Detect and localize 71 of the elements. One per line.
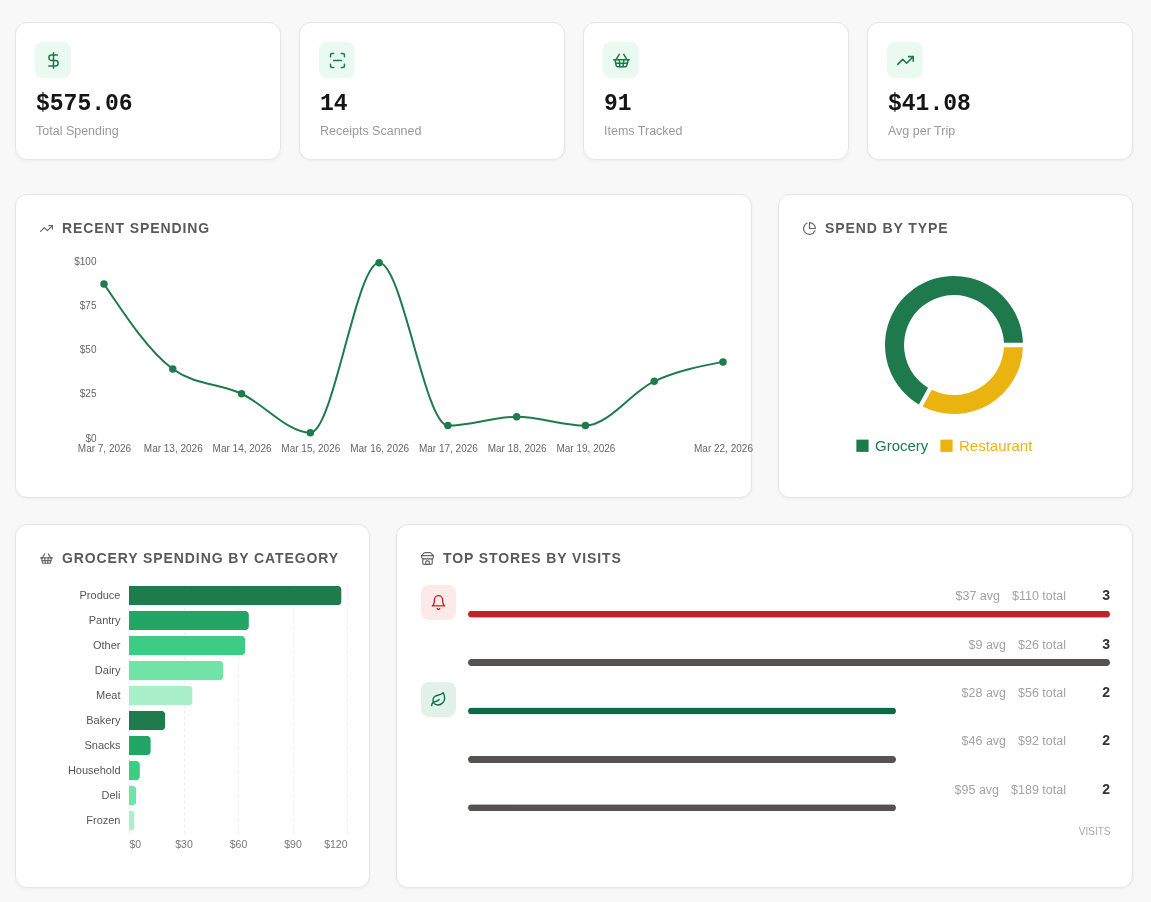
donut-slice — [922, 347, 1023, 414]
data-label: 2 — [1102, 732, 1111, 749]
y-tick-label: Dairy — [94, 663, 121, 676]
annotation: $56 total — [1018, 685, 1066, 701]
data-label: 2 — [1102, 780, 1111, 797]
text: Items Tracked — [604, 124, 683, 138]
x-tick-label: Mar 19, 2026 — [556, 442, 616, 454]
x-tick-label: Mar 22, 2026 — [694, 442, 754, 454]
annotation: $189 total — [1011, 781, 1066, 798]
y-tick-label: Deli — [101, 788, 121, 801]
y-tick-label: $50 — [79, 344, 97, 355]
annotation: $95 avg — [954, 781, 1000, 798]
point — [650, 377, 658, 386]
annotation: $26 total — [1018, 636, 1066, 653]
point — [237, 390, 246, 398]
x-tick-label: Mar 17, 2026 — [418, 442, 479, 454]
x-tick-label: Mar 14, 2026 — [212, 442, 272, 454]
data-label: 3 — [1102, 587, 1111, 604]
chart-title: TOP STORES BY VISITS — [443, 550, 622, 566]
x-tick-label: $90 — [284, 837, 302, 850]
donut-slice — [885, 276, 1023, 405]
chart-title: RECENT SPENDING — [62, 220, 211, 236]
point — [100, 280, 108, 288]
annotation: $46 avg — [961, 733, 1007, 750]
point — [512, 413, 521, 421]
annotation: $110 total — [1012, 588, 1066, 605]
y-tick-label: $75 — [79, 299, 97, 311]
y-tick-label: Produce — [79, 588, 121, 601]
legend-label: Grocery — [875, 436, 929, 454]
text: 91 — [604, 91, 632, 117]
x-tick-label: $30 — [175, 837, 193, 850]
text: 14 — [320, 91, 348, 117]
y-tick-label: $0 — [85, 432, 97, 444]
y-tick-label: Other — [92, 638, 121, 651]
point — [375, 259, 383, 267]
chart-title: GROCERY SPENDING BY CATEGORY — [62, 550, 339, 566]
annotation: $28 avg — [961, 685, 1007, 701]
x-tick-label: Mar 16, 2026 — [350, 442, 410, 454]
legend-label: Restaurant — [959, 436, 1034, 454]
text: Avg per Trip — [888, 124, 956, 138]
y-tick-label: Household — [67, 763, 121, 776]
text: $575.06 — [36, 91, 133, 117]
x-axis-title: VISITS — [1078, 825, 1111, 837]
annotation: $9 avg — [968, 636, 1007, 653]
point — [169, 365, 177, 373]
x-tick-label: $120 — [324, 837, 348, 850]
y-tick-label: $25 — [79, 388, 97, 400]
x-tick-label: Mar 7, 2026 — [77, 442, 132, 454]
y-tick-label: $100 — [74, 255, 97, 267]
annotation: $92 total — [1018, 733, 1066, 750]
y-tick-label: Snacks — [84, 738, 121, 751]
point — [444, 421, 452, 430]
text: Receipts Scanned — [320, 124, 422, 138]
point — [306, 428, 315, 437]
data-label: 2 — [1102, 684, 1111, 700]
text: Total Spending — [36, 124, 119, 138]
y-tick-label: Frozen — [86, 813, 121, 826]
x-tick-label: Mar 13, 2026 — [143, 442, 204, 454]
data-label: 3 — [1102, 635, 1111, 652]
x-tick-label: Mar 18, 2026 — [487, 442, 548, 454]
point — [581, 421, 590, 430]
chart-title: SPEND BY TYPE — [825, 220, 949, 236]
y-tick-label: Pantry — [88, 613, 121, 626]
point — [719, 358, 727, 366]
x-tick-label: Mar 15, 2026 — [281, 442, 341, 454]
x-tick-label: $0 — [129, 837, 142, 850]
y-tick-label: Bakery — [86, 713, 121, 726]
x-tick-label: $60 — [229, 837, 248, 850]
text: $41.08 — [888, 91, 971, 117]
y-tick-label: Meat — [96, 688, 121, 701]
annotation: $37 avg — [955, 588, 1001, 605]
